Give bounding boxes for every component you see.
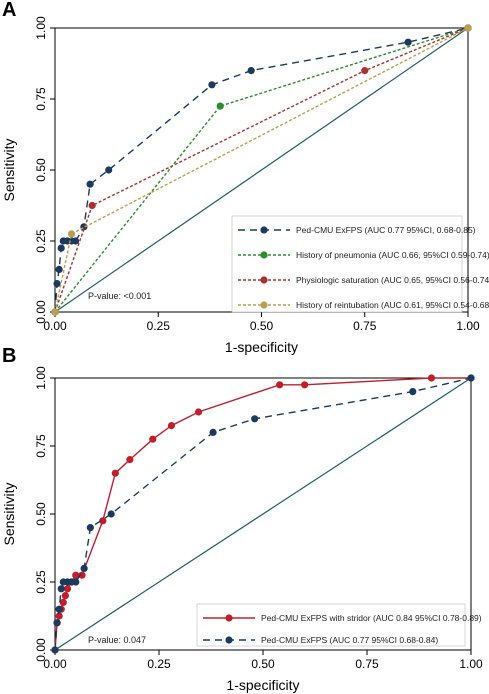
x-tick-label: 0.50 — [251, 657, 275, 671]
series-point — [99, 517, 107, 525]
legend-label: Physiologic saturation (AUC 0.65, 95%CI … — [296, 275, 489, 285]
y-axis-title: Sensitivity — [1, 482, 17, 545]
panel-label: B — [2, 345, 16, 367]
series-point — [251, 415, 259, 423]
legend-box — [231, 215, 463, 313]
reference-diagonal — [54, 27, 469, 313]
series-point — [53, 619, 61, 627]
y-tick-label: 0.00 — [34, 638, 48, 662]
series-point — [404, 38, 412, 46]
panel-a: A 0.00 0.25 0.50 0.75 1.00 0.00 0.25 0.50 0.75 1.0… — [1, 0, 489, 355]
series-point — [467, 374, 475, 382]
series-point — [276, 381, 284, 389]
series-point — [149, 435, 157, 443]
series-point — [105, 166, 113, 174]
series-point — [86, 180, 94, 188]
legend-label: Ped-CMU ExFPS (AUC 0.77 95%CI, 0.68-0.85… — [296, 225, 476, 235]
series-point — [208, 81, 216, 89]
series-point — [59, 598, 67, 607]
series-point — [126, 456, 134, 464]
x-axis-title: 1-specificity — [226, 677, 299, 693]
series-point — [247, 67, 255, 75]
legend-marker — [260, 226, 268, 234]
series-line — [54, 27, 469, 313]
series-point — [51, 646, 59, 654]
x-tick-label: 0.25 — [147, 657, 171, 671]
panel-label: A — [2, 0, 16, 21]
series-point — [167, 422, 176, 430]
series-point — [86, 524, 94, 532]
series-point — [57, 244, 65, 252]
x-axis-title: 1-specificity — [225, 339, 298, 355]
y-tick-label: 0.25 — [34, 229, 48, 253]
series-point — [53, 280, 61, 288]
legend-label: History of pneumonia (AUC 0.66, 95%CI 0.… — [296, 250, 489, 260]
legend-marker — [260, 251, 268, 259]
x-tick-label: 0.25 — [147, 319, 171, 333]
x-tick-label: 0.75 — [355, 657, 379, 671]
legend-marker — [260, 301, 268, 309]
series-point — [72, 578, 80, 586]
series-point — [427, 374, 436, 382]
legend-label: Ped-CMU ExFPS (AUC 0.77 95%CI 0.68-0.84) — [261, 635, 438, 645]
series-point — [80, 564, 88, 573]
series-point — [61, 592, 69, 600]
series-point — [409, 388, 417, 396]
series-point — [55, 605, 63, 613]
series-point — [88, 201, 96, 210]
legend-marker — [225, 636, 233, 644]
legend-label: History of reintubation (AUC 0.61, 95%CI… — [296, 300, 489, 310]
legend-marker — [260, 276, 268, 284]
series-point — [216, 102, 224, 110]
series-point — [361, 67, 369, 75]
y-tick-label: 0.00 — [34, 300, 48, 324]
p-value-annotation: P-value: <0.001 — [88, 291, 151, 301]
series-line — [54, 27, 469, 313]
x-tick-label: 1.00 — [456, 319, 480, 333]
series-point — [55, 265, 63, 273]
y-tick-label: 0.75 — [34, 434, 48, 458]
x-tick-label: 0.50 — [250, 319, 274, 333]
x-tick-label: 0.00 — [43, 319, 67, 333]
series-point — [194, 408, 203, 416]
legend-marker — [225, 614, 233, 622]
series-point — [67, 230, 76, 238]
series-point — [111, 469, 119, 477]
y-tick-label: 0.25 — [34, 570, 48, 594]
series-point — [51, 308, 59, 316]
series-point — [72, 237, 80, 245]
series-point — [209, 428, 217, 436]
legend-box — [196, 603, 466, 647]
y-tick-label: 0.75 — [34, 87, 48, 111]
y-axis-title: Sensitivity — [1, 138, 17, 201]
series-point — [55, 612, 63, 620]
reference-diagonal — [54, 377, 472, 651]
series-point — [57, 585, 65, 593]
series-point — [301, 381, 309, 389]
y-tick-label: 1.00 — [34, 366, 48, 390]
y-tick-label: 1.00 — [34, 16, 48, 40]
x-tick-label: 1.00 — [459, 657, 483, 671]
series-point — [72, 571, 80, 579]
series-point — [464, 24, 472, 32]
p-value-annotation: P-value: 0.047 — [88, 635, 146, 645]
legend-label: Ped-CMU ExFPS with stridor (AUC 0.84 95%… — [261, 613, 482, 623]
x-tick-label: 0.75 — [353, 319, 377, 333]
y-tick-label: 0.50 — [34, 158, 48, 182]
series-line — [54, 27, 469, 313]
series-point — [63, 585, 72, 593]
series-point — [107, 510, 115, 518]
x-tick-label: 0.00 — [43, 657, 67, 671]
y-tick-label: 0.50 — [34, 502, 48, 526]
panel-b: B 0.00 0.25 0.50 0.75 1.00 0.00 0.25 0.50 0.75 1.0… — [1, 345, 483, 693]
